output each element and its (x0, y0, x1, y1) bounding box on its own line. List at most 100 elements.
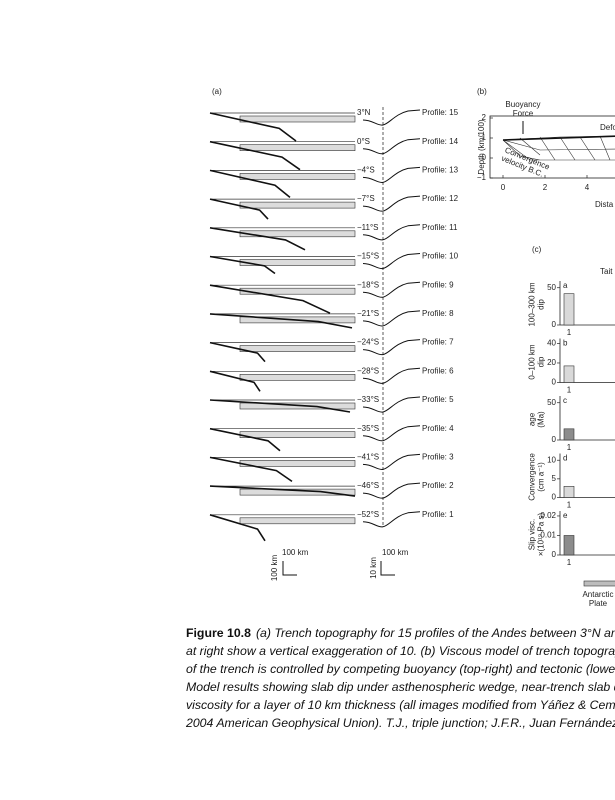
latitude-label: −35°S (357, 424, 379, 433)
y-tick-label: 5 (552, 474, 557, 483)
x-tick-label: 1 (567, 501, 572, 510)
topography (362, 511, 421, 528)
deformation-label: Defo (600, 123, 615, 132)
profile-label: Profile: 9 (422, 280, 454, 289)
topography (362, 224, 421, 241)
y-tick-label: −1 (477, 173, 487, 182)
y-tick-label: 0 (552, 320, 557, 329)
caption-line: Model results showing slab dip under ast… (186, 680, 615, 694)
x-tick-label: 1 (567, 386, 572, 395)
slab-dip (209, 255, 276, 275)
bar (563, 293, 575, 326)
profile-label: Profile: 15 (422, 108, 459, 117)
x-axis-label: Dista (595, 200, 614, 209)
latitude-label: −7°S (357, 194, 375, 203)
panel-label: (c) (532, 245, 542, 254)
y-axis-label-line: 100–300 km (528, 282, 537, 326)
slab-dip (209, 399, 351, 413)
latitude-label: 0°S (357, 137, 370, 146)
slab-layer (239, 144, 356, 151)
slab-layer (239, 115, 356, 123)
y-tick-label: 50 (547, 398, 556, 407)
subplot-letter: a (563, 281, 568, 290)
slab-layer (239, 373, 356, 381)
subplot-letter: d (563, 454, 567, 463)
caption-label: Figure 10.8 (186, 626, 251, 640)
y-tick-label: 0 (482, 153, 487, 162)
latitude-label: −18°S (357, 280, 379, 289)
slab-layer (239, 230, 356, 238)
slab-dip (209, 313, 353, 329)
slab-layer (239, 488, 356, 496)
scale-bar (380, 561, 395, 576)
profile-label: Profile: 10 (422, 252, 459, 261)
subplot-letter: c (563, 396, 567, 405)
x-tick-label: 4 (585, 183, 590, 192)
y-tick-label: 20 (547, 358, 556, 367)
slab-dip (209, 341, 266, 363)
latitude-label: −15°S (357, 252, 379, 261)
legend-label: Antarctic (582, 590, 613, 599)
y-tick-label: 0.02 (540, 511, 556, 520)
y-axis-label: 0–100 km dip (528, 344, 546, 379)
y-tick-label: 0.01 (540, 531, 556, 540)
bar (563, 365, 575, 383)
profile-label: Profile: 7 (422, 338, 454, 347)
caption-line: viscosity for a layer of 10 km thickness… (186, 698, 615, 712)
slab-layer (239, 517, 356, 525)
latitude-label: −28°S (357, 366, 379, 375)
panel-label: (b) (477, 87, 487, 96)
y-axis-label-line: (cm a⁻¹) (537, 462, 546, 492)
model-frame (489, 115, 615, 179)
profile-label: Profile: 13 (422, 166, 459, 175)
caption-line: of the trench is controlled by competing… (186, 662, 615, 676)
latitude-label: −11°S (357, 223, 379, 232)
slab-dip (209, 427, 281, 452)
profile-label: Profile: 4 (422, 424, 454, 433)
topography (362, 195, 421, 212)
profile-label: Profile: 11 (422, 223, 458, 232)
slab-layer (239, 345, 356, 352)
profile-label: Profile: 6 (422, 366, 454, 375)
y-axis-label-line: dip (537, 356, 546, 367)
y-tick-label: 0 (552, 493, 557, 502)
latitude-label: −24°S (357, 338, 379, 347)
topography (362, 109, 421, 126)
x-tick-label: 1 (567, 558, 572, 567)
caption-text: (a) Trench topography for 15 profiles of… (256, 626, 615, 640)
topography (362, 138, 421, 155)
topography (362, 281, 421, 298)
slab-layer (239, 431, 356, 439)
column-label: Tait (600, 267, 613, 276)
slab-layer (239, 287, 356, 295)
y-axis-label: 100–300 km dip (528, 282, 546, 326)
y-axis-label-line: ×(10¹⁹ Pa s) (537, 513, 546, 557)
force-label: Force (513, 109, 534, 118)
profile-label: Profile: 3 (422, 453, 454, 462)
topography (362, 425, 421, 442)
latitude-label: −21°S (357, 309, 379, 318)
scale-label: 100 km (382, 548, 409, 557)
model-surface (502, 135, 615, 141)
slab-layer (239, 460, 356, 467)
force-label: Buoyancy (505, 100, 540, 109)
y-axis-label-line: Convergence (528, 453, 537, 501)
slab-layer (239, 201, 356, 209)
y-axis-label-line: (Ma) (537, 411, 546, 428)
topography (362, 396, 421, 413)
slab-dip (209, 456, 293, 483)
x-tick-label: 1 (567, 328, 572, 337)
y-tick-label: 2 (482, 113, 487, 122)
slab-layer (239, 259, 356, 266)
slab-dip (209, 112, 297, 142)
topography (362, 310, 421, 327)
x-tick-label: 1 (567, 443, 572, 452)
slab-dip (209, 370, 261, 392)
y-axis-label-line: 0–100 km (528, 344, 537, 379)
scale-label: 100 km (270, 555, 279, 582)
bar (563, 535, 575, 556)
y-axis-label-line: dip (537, 299, 546, 310)
latitude-label: −4°S (357, 166, 375, 175)
bar (563, 428, 575, 441)
latitude-label: −46°S (357, 481, 379, 490)
